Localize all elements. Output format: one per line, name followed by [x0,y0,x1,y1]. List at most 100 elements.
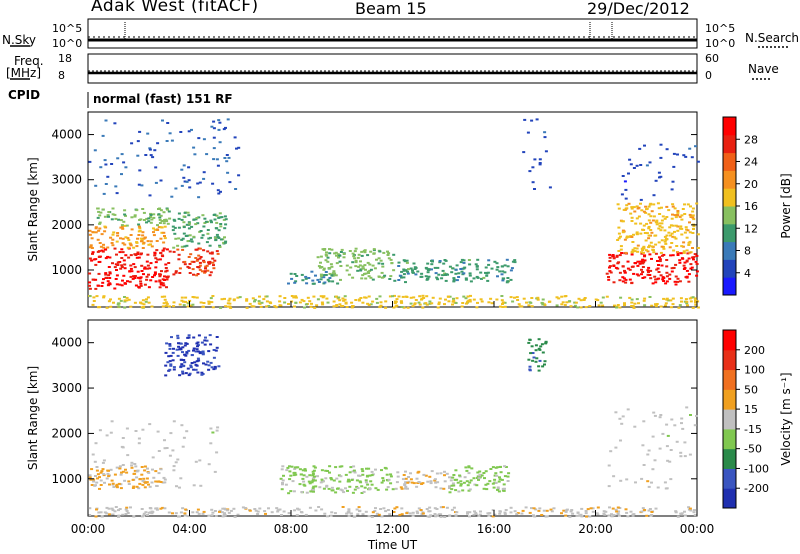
colorbar-segment [723,330,736,351]
colorbar-tick-label: 24 [744,156,758,169]
colorbar-segment [723,409,736,430]
colorbar-segment [723,277,736,296]
freq-label: Freq. [14,54,44,68]
colorbar-segment [723,448,736,469]
colorbar-segment [723,134,736,154]
nsky-strip [87,18,698,49]
colorbar-tick-label: -200 [744,482,769,495]
colorbar-label: Velocity [m s⁻¹] [779,372,793,465]
panel-frame [87,111,698,308]
nave-tick-high: 60 [705,52,719,65]
data-region [171,211,228,249]
colorbar-frame [722,329,737,509]
freq-tick-low: 8 [58,69,65,82]
data-region [522,118,552,190]
y-axis-label: Slant Range [km] [26,366,40,470]
nsky-right-tick-low: 10^0 [705,37,736,50]
colorbar-label: Power [dB] [779,173,793,238]
colorbar-tick-label: 28 [744,133,758,146]
x-axis-label: Time UT [367,538,418,552]
nsky-tick-high: 10^5 [52,22,83,35]
cpid-label: CPID [8,88,41,102]
y-tick-label: 2000 [51,218,82,232]
colorbar-tick-label: 200 [744,344,765,357]
data-region [172,247,220,277]
data-region [527,338,548,372]
freq-unit: [MHz] [6,66,42,80]
colorbar-tick-label: 12 [744,222,758,235]
nsky-tick-low: 10^0 [52,37,83,50]
colorbar-tick-label: 15 [744,403,758,416]
x-tick-label: 00:00 [680,522,715,536]
y-tick-label: 3000 [51,381,82,395]
nave-tick-low: 0 [705,69,712,82]
data-region [394,470,451,490]
data-region [96,207,172,227]
data-region [88,247,172,290]
colorbar-segment [723,259,736,278]
y-tick-label: 1000 [51,263,82,277]
y-tick-label: 2000 [51,426,82,440]
nsky-right-tick-high: 10^5 [705,22,736,35]
y-tick-label: 4000 [51,336,82,350]
date-label: 29/Dec/2012 [587,0,690,18]
colorbar-segment [723,241,736,260]
colorbar-segment [723,468,736,489]
x-tick-label: 12:00 [375,522,410,536]
nave-label: Nave [748,62,779,76]
data-region [448,465,511,494]
data-region [88,224,167,249]
station-title: Adak West (fitACF) [91,0,259,16]
x-tick-label: 20:00 [578,522,613,536]
data-region [88,118,241,199]
data-region [393,258,517,284]
colorbar-tick-label: 4 [744,267,751,280]
data-region [88,465,167,490]
beam-label: Beam 15 [355,0,427,18]
nsearch-label: N.Search [745,31,800,45]
data-region [620,143,700,201]
colorbar-tick-label: 50 [744,383,758,396]
data-region [607,406,698,490]
y-axis-label: Slant Range [km] [26,157,40,261]
data-region [279,465,395,495]
colorbar-tick-label: -100 [744,462,769,475]
colorbar-tick-label: 16 [744,200,758,213]
data-region [88,294,700,309]
x-tick-label: 04:00 [172,522,207,536]
colorbar-segment [723,369,736,390]
colorbar-segment [723,170,736,189]
colorbar-segment [723,389,736,410]
data-region [287,270,340,285]
colorbar-segment [723,428,736,450]
y-tick-label: 1000 [51,472,82,486]
cpid-value: normal (fast) 151 RF [93,92,233,106]
y-tick-label: 3000 [51,173,82,187]
x-tick-label: 16:00 [477,522,512,536]
x-tick-label: 00:00 [71,522,106,536]
colorbar-segment [723,206,736,225]
colorbar-tick-label: -50 [744,443,762,456]
colorbar-tick-label: 20 [744,178,758,191]
colorbar-segment [723,349,736,371]
colorbar-segment [723,152,736,171]
data-region [88,506,697,518]
freq-tick-high: 18 [58,52,72,65]
colorbar-segment [723,488,736,509]
colorbar-segment [723,117,736,136]
data-region [316,247,396,281]
data-region [605,252,699,286]
data-region [91,420,220,490]
colorbar-segment [723,188,736,207]
power-heatmap [88,118,700,309]
colorbar-tick-label: 8 [744,245,751,258]
y-tick-label: 4000 [51,128,82,142]
x-tick-label: 08:00 [274,522,309,536]
velocity-heatmap [88,334,698,518]
nsky-label: N.Sky [2,33,37,47]
data-region [616,202,700,254]
freq-strip [87,53,698,84]
colorbar-tick-label: 100 [744,364,765,377]
colorbar-segment [723,223,736,243]
